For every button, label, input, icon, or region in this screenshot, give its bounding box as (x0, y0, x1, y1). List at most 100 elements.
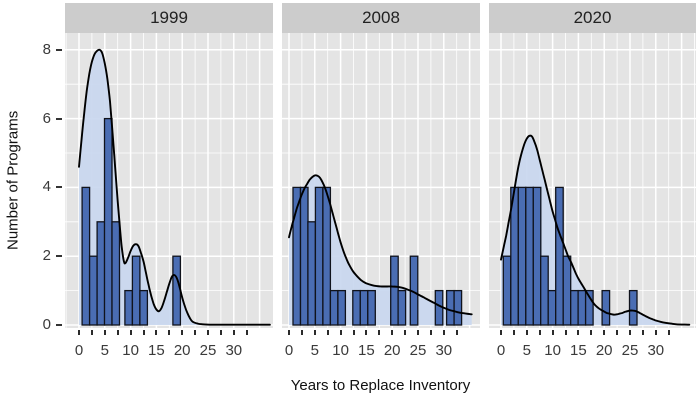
histogram-bar (96, 221, 106, 326)
histogram-bar (547, 289, 557, 326)
histogram-bar (453, 289, 463, 326)
histogram-bar (131, 255, 141, 326)
x-tick-label: 20 (595, 342, 613, 359)
histogram-bar (172, 255, 182, 326)
x-tick-label: 5 (522, 342, 531, 359)
x-tick-mark (352, 330, 355, 335)
x-tick-label: 0 (284, 342, 294, 359)
histogram-bar (562, 255, 572, 326)
x-tick-mark (603, 330, 606, 335)
histogram-bar (299, 186, 309, 326)
x-tick-label: 30 (435, 342, 453, 359)
x-tick-label: 20 (383, 342, 401, 359)
histogram-bar (540, 255, 549, 326)
x-tick-mark (116, 330, 119, 335)
x-tick-label: 15 (358, 342, 375, 359)
x-tick-mark (232, 330, 235, 335)
y-tick-mark (56, 324, 62, 326)
facet-2020: 2020 0 5 10 15 20 25 30 (489, 3, 696, 368)
histogram-bar (570, 289, 579, 326)
x-tick-mark (391, 330, 394, 335)
histogram-bar (103, 117, 113, 326)
facet-strip-2020: 2020 (489, 3, 696, 33)
histogram-bar (139, 289, 149, 326)
x-tick-label: 25 (621, 342, 639, 359)
histogram-bar (628, 289, 638, 326)
histogram-bar (517, 186, 527, 326)
y-tick-mark (56, 186, 62, 189)
x-tick-mark (181, 330, 184, 335)
x-tick-mark (616, 330, 619, 335)
x-tick-mark (219, 330, 222, 335)
x-tick-mark (512, 330, 515, 335)
x-tick-label: 30 (225, 342, 243, 359)
y-tick-label: 2 (42, 247, 51, 265)
density-area (289, 175, 472, 325)
x-tick-mark (500, 330, 502, 335)
histogram-bar (525, 186, 534, 326)
x-tick-mark (404, 330, 407, 335)
x-tick-mark (90, 330, 93, 335)
histogram-bar (584, 289, 594, 326)
histogram-bar (532, 186, 542, 326)
y-tick-mark (56, 117, 62, 120)
facet-2008: 2008 0 5 10 15 20 25 30 (282, 3, 480, 368)
x-axis-2020: 0 5 10 15 20 25 30 (489, 328, 696, 363)
y-tick-label: 8 (42, 40, 51, 58)
density-curve (288, 174, 473, 316)
histogram-bar (601, 289, 611, 326)
x-tick-mark (538, 330, 541, 335)
histogram-bar (352, 289, 361, 326)
histogram-bar (307, 221, 317, 326)
histogram-panel-2008 (282, 33, 480, 328)
y-tick-label: 4 (42, 178, 51, 196)
x-tick-mark (326, 330, 329, 335)
x-tick-mark (378, 330, 381, 335)
histogram-bar (322, 186, 332, 326)
x-tick-label: 15 (570, 342, 587, 359)
facet-strip-1999: 1999 (65, 3, 273, 33)
x-tick-label: 0 (74, 342, 84, 359)
x-tick-mark (667, 330, 670, 335)
histogram-bar (359, 289, 369, 326)
facet-strip-2008: 2008 (282, 3, 480, 33)
histogram-bar (502, 255, 512, 326)
histogram-panel-1999 (65, 33, 273, 328)
x-tick-mark (103, 330, 106, 335)
x-tick-mark (564, 330, 567, 335)
histogram-bar (111, 221, 121, 326)
density-curve (78, 48, 271, 326)
histogram-bar (397, 289, 407, 326)
x-axis-2008: 0 5 10 15 20 25 30 (282, 328, 480, 363)
x-tick-label: 5 (100, 342, 109, 359)
x-tick-mark (641, 330, 644, 335)
x-tick-mark (339, 330, 342, 335)
x-tick-mark (207, 330, 209, 335)
histogram-bar (390, 255, 399, 326)
y-tick-label: 0 (42, 316, 51, 333)
y-tick-mark (56, 255, 62, 258)
x-tick-label: 20 (173, 342, 191, 359)
histogram-bar (577, 289, 587, 326)
y-axis: 0 2 4 6 8 (0, 33, 65, 333)
density-curve (500, 134, 691, 326)
x-tick-mark (417, 330, 419, 335)
histogram-bar (81, 186, 91, 326)
x-tick-mark (590, 330, 593, 335)
x-tick-mark (300, 330, 303, 335)
facet-strip-label: 2020 (573, 8, 612, 27)
x-tick-mark (577, 330, 580, 335)
histogram-bar (88, 255, 98, 326)
x-tick-mark (654, 330, 657, 335)
x-tick-mark (168, 330, 171, 335)
x-tick-mark (78, 330, 80, 335)
x-tick-mark (629, 330, 631, 335)
x-tick-mark (551, 330, 554, 335)
histogram-bar (314, 186, 324, 326)
x-tick-mark (155, 330, 158, 335)
histogram-bar (124, 289, 134, 326)
x-axis-title: Years to Replace Inventory (290, 377, 471, 394)
x-tick-mark (313, 330, 316, 335)
x-tick-label: 15 (148, 342, 165, 359)
